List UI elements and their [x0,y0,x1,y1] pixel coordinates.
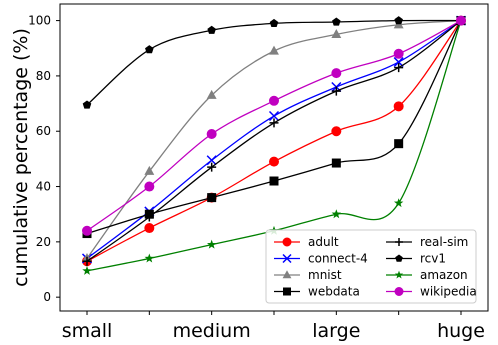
y-tick-label: 20 [36,235,51,249]
legend-label: webdata [308,285,360,299]
data-point [394,139,404,149]
data-point [206,155,217,166]
legend-item-real-sim: real-sim [386,235,468,249]
data-point [395,254,403,262]
data-point [82,225,92,236]
data-point [145,45,154,54]
data-point [331,86,341,96]
data-point [207,25,216,34]
data-point [331,29,342,39]
legend-item-rcv1: rcv1 [386,252,446,266]
data-point [206,89,217,99]
series-line [86,19,462,106]
series-rcv1 [82,16,466,109]
data-point [282,253,292,264]
data-point [394,287,404,296]
data-point [332,17,341,26]
data-point [394,16,403,25]
series-wikipedia [82,15,466,236]
legend-label: amazon [420,268,468,282]
data-point [283,287,291,296]
x-tick-label: small [62,320,113,342]
legend-item-adult: adult [274,235,339,249]
data-point [282,270,292,279]
data-point [207,162,217,172]
y-tick-label: 40 [36,180,51,194]
legend-label: rcv1 [420,252,446,266]
data-point [395,238,403,246]
data-point [331,68,342,79]
legend-item-connect-4: connect-4 [274,252,368,266]
legend-label: real-sim [420,235,468,249]
series-mnist [82,15,466,263]
data-point [144,223,155,234]
data-point [331,126,342,137]
data-point [394,270,404,279]
data-point [82,265,92,275]
data-point [394,63,404,73]
data-point [206,128,217,139]
data-point [456,15,466,26]
data-point [269,45,279,55]
series-line [86,20,462,259]
data-point [393,48,404,59]
data-point [144,212,154,222]
x-tick-label: large [312,320,360,342]
y-tick-label: 100 [28,14,51,28]
data-point [268,110,280,122]
data-point [144,253,155,263]
legend-label: adult [308,235,339,249]
y-axis-label: cumulative percentage (%) [10,28,32,287]
data-point [393,101,404,112]
series-layer [81,15,467,275]
data-point [144,165,155,175]
y-tick-label: 80 [36,69,51,83]
y-tick-label: 0 [43,290,51,304]
x-tick-label: huge [437,320,485,342]
data-point [206,239,217,249]
series-line [86,20,462,262]
data-point [282,237,292,247]
series-line [86,20,462,272]
data-point [207,193,217,203]
data-point [269,176,279,186]
data-point [82,100,92,109]
data-point [269,95,279,106]
legend-item-mnist: mnist [274,268,342,282]
legend-item-amazon: amazon [386,268,468,282]
axes-layer: 0 20 40 60 80 100 small medium large huge cumulati… [10,3,489,342]
legend-item-webdata: webdata [274,285,360,299]
series-line [86,20,462,262]
legend-item-wikipedia: wikipedia [386,285,477,299]
data-point [82,256,92,266]
y-tick-label: 60 [36,124,51,138]
x-tick-label: medium [173,320,251,342]
data-point [269,18,279,27]
data-point [331,209,342,219]
data-point [393,198,404,208]
legend: adult connect-4 mnist webdata real-sim rcv1 am… [265,229,477,304]
data-point [269,118,279,128]
data-point [269,156,279,167]
series-line [86,19,462,259]
legend-label: mnist [308,268,342,282]
legend-label: connect-4 [308,252,368,266]
data-point [331,158,341,168]
legend-label: wikipedia [420,285,477,299]
legend-box [265,229,477,304]
data-point [144,181,155,192]
